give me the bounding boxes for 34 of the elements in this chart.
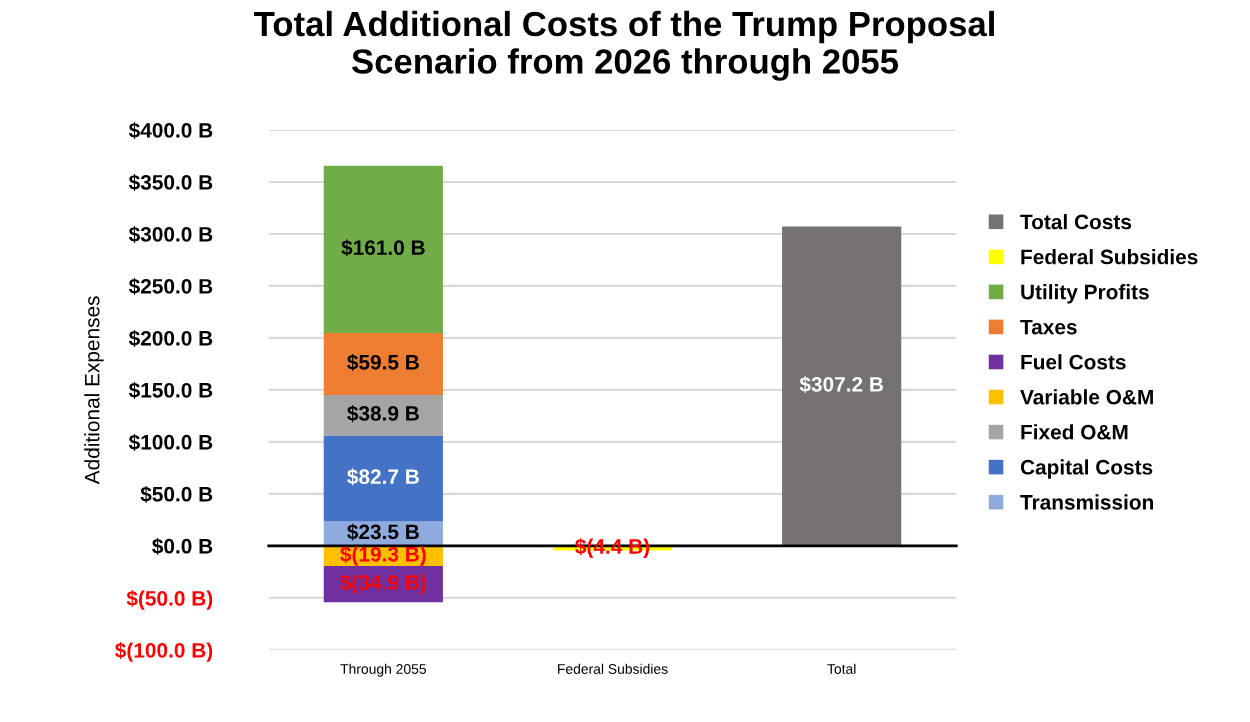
x-tick-label: Total [827,663,856,674]
legend-label: Transmission [1020,494,1154,510]
data-label: $23.5 B [347,523,419,541]
y-tick-label: $200.0 B [128,329,213,347]
data-label: $82.7 B [347,468,419,486]
legend-label: Taxes [1020,319,1077,335]
chart-title: Total Additional Costs of the Trump Proposal Scenario from 2026 through 2055 [254,10,994,81]
legend-label: Fuel Costs [1021,354,1126,370]
data-label: $(34.9 B) [340,574,426,594]
legend-label: Federal Subsidies [1021,249,1198,265]
legend-label: Total Costs [1020,214,1132,230]
data-label: $(4.4 B) [575,538,650,559]
y-tick-label: $100.0 B [128,433,213,451]
y-tick-label: $50.0 B [140,485,213,503]
y-tick-label: $0.0 B [152,537,213,555]
y-tick-label: $300.0 B [128,226,213,244]
y-tick-label: $(100.0 B) [115,642,213,662]
y-tick-label: $400.0 B [128,122,213,140]
legend-label: Capital Costs [1020,459,1153,479]
data-label: $307.2 B [799,376,883,394]
y-tick-label: $150.0 B [128,381,213,399]
legend-label: Variable O&M [1020,389,1153,405]
x-tick-label: Through 2055 [340,663,426,677]
legend-label: Utility Profits [1021,284,1149,304]
y-tick-label: $350.0 B [128,174,213,192]
data-label: $161.0 B [341,239,425,257]
x-tick-label: Federal Subsidies [558,663,668,674]
legend-label: Fixed O&M [1021,424,1128,440]
y-tick-label: $250.0 B [128,278,213,296]
data-label: $59.5 B [347,353,419,371]
data-label: $(19.3 B) [340,545,426,566]
y-axis-title: Additional Expenses [84,296,104,485]
y-tick-label: $(50.0 B) [126,590,213,610]
data-label: $38.9 B [347,405,419,423]
